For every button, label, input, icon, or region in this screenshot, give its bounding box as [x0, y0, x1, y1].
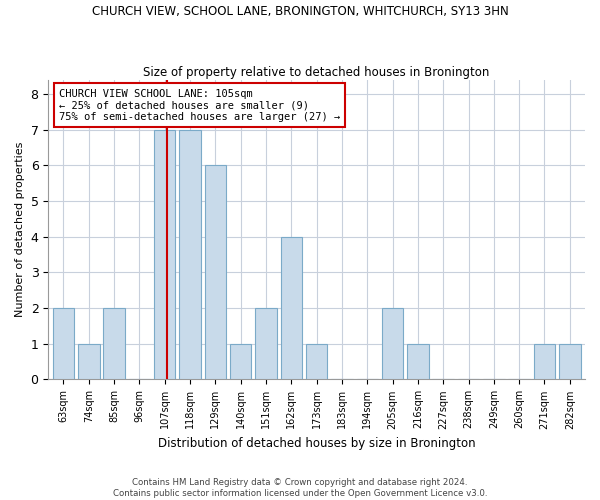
Text: Contains HM Land Registry data © Crown copyright and database right 2024.
Contai: Contains HM Land Registry data © Crown c… — [113, 478, 487, 498]
Bar — [103, 308, 125, 380]
Bar — [255, 308, 277, 380]
Bar — [382, 308, 403, 380]
Y-axis label: Number of detached properties: Number of detached properties — [15, 142, 25, 317]
Title: Size of property relative to detached houses in Bronington: Size of property relative to detached ho… — [143, 66, 490, 78]
Bar — [230, 344, 251, 380]
Bar — [154, 130, 175, 380]
Bar — [205, 166, 226, 380]
Text: CHURCH VIEW, SCHOOL LANE, BRONINGTON, WHITCHURCH, SY13 3HN: CHURCH VIEW, SCHOOL LANE, BRONINGTON, WH… — [92, 5, 508, 18]
Bar — [53, 308, 74, 380]
Bar — [179, 130, 201, 380]
Bar — [306, 344, 328, 380]
Text: CHURCH VIEW SCHOOL LANE: 105sqm
← 25% of detached houses are smaller (9)
75% of : CHURCH VIEW SCHOOL LANE: 105sqm ← 25% of… — [59, 88, 340, 122]
Bar — [281, 236, 302, 380]
X-axis label: Distribution of detached houses by size in Bronington: Distribution of detached houses by size … — [158, 437, 475, 450]
Bar — [78, 344, 100, 380]
Bar — [407, 344, 428, 380]
Bar — [559, 344, 581, 380]
Bar — [534, 344, 555, 380]
